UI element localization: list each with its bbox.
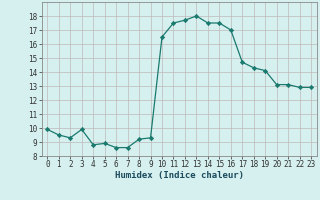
X-axis label: Humidex (Indice chaleur): Humidex (Indice chaleur) [115, 171, 244, 180]
